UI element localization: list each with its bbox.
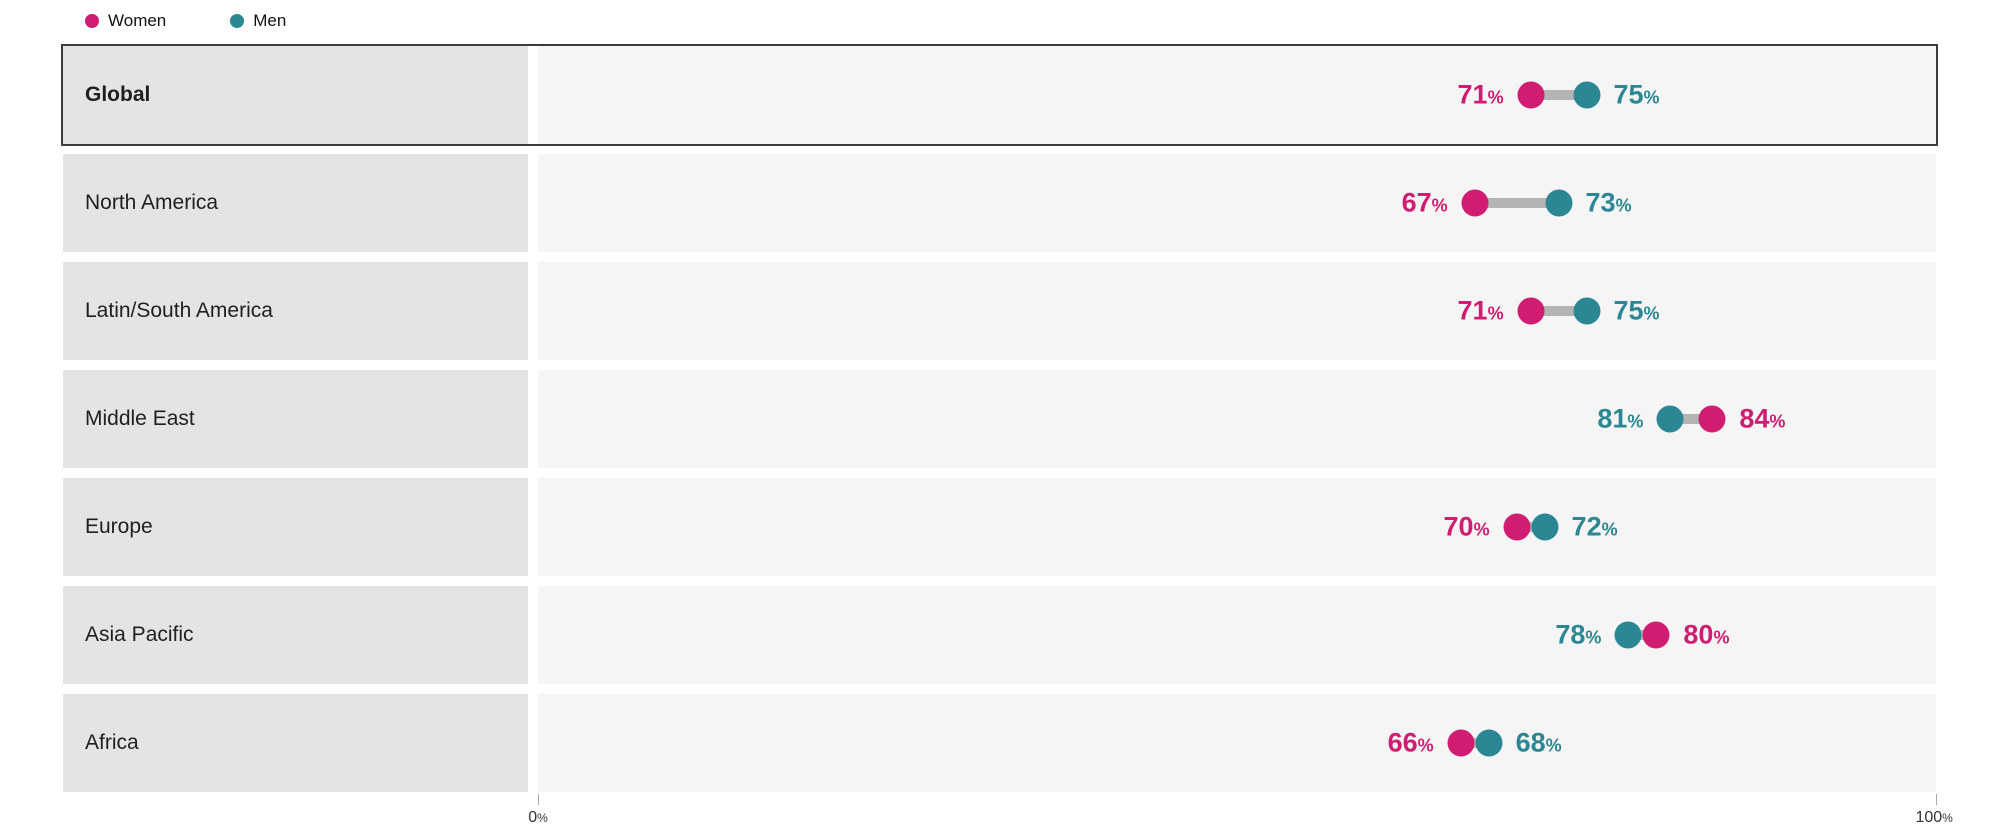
legend: Women Men bbox=[85, 9, 286, 33]
row-label-box: Europe bbox=[63, 478, 528, 576]
row-label-box: Global bbox=[63, 46, 528, 144]
row-plot-area: 71% 75% bbox=[538, 46, 1936, 144]
high-value-label: 68% bbox=[1515, 727, 1562, 758]
row-label-box: North America bbox=[63, 154, 528, 252]
dumbbell-chart: Global 71% 75% North America 67% 73% Lat… bbox=[61, 44, 1938, 792]
row-plot-area: 71% 75% bbox=[538, 262, 1936, 360]
row-label-box: Latin/South America bbox=[63, 262, 528, 360]
low-value-label: 70% bbox=[1443, 511, 1490, 542]
axis-track: 0% 100% bbox=[528, 794, 1953, 830]
row-label: Asia Pacific bbox=[85, 623, 194, 646]
dumbbell-connector bbox=[1670, 414, 1713, 424]
chart-row-north-america: North America 67% 73% bbox=[63, 154, 1936, 252]
row-label: Middle East bbox=[85, 407, 195, 430]
dumbbell-connector bbox=[1628, 630, 1657, 640]
dumbbell-connector bbox=[1460, 738, 1489, 748]
row-label-box: Africa bbox=[63, 694, 528, 792]
chart-row-global: Global 71% 75% bbox=[61, 44, 1938, 146]
chart-row-asia-pacific: Asia Pacific 78% 80% bbox=[63, 586, 1936, 684]
x-axis: 0% 100% bbox=[63, 794, 1953, 830]
row-label: Latin/South America bbox=[85, 299, 273, 322]
men-dot bbox=[1656, 405, 1684, 433]
dumbbell-connector bbox=[1516, 522, 1545, 532]
low-value-label: 66% bbox=[1387, 727, 1434, 758]
low-value-label: 81% bbox=[1597, 403, 1644, 434]
row-label: Africa bbox=[85, 731, 139, 754]
row-label: Europe bbox=[85, 515, 153, 538]
women-dot bbox=[1642, 621, 1670, 649]
men-dot bbox=[1531, 513, 1559, 541]
row-label-box: Middle East bbox=[63, 370, 528, 468]
dumbbell-connector bbox=[1530, 306, 1587, 316]
row-label-box: Asia Pacific bbox=[63, 586, 528, 684]
dumbbell-connector bbox=[1474, 198, 1559, 208]
chart-row-latin-south-america: Latin/South America 71% 75% bbox=[63, 262, 1936, 360]
low-value-label: 67% bbox=[1401, 187, 1448, 218]
low-value-label: 78% bbox=[1555, 619, 1602, 650]
men-dot bbox=[1475, 729, 1503, 757]
axis-tick-100 bbox=[1936, 794, 1937, 805]
row-plot-area: 78% 80% bbox=[538, 586, 1936, 684]
women-dot bbox=[1447, 729, 1475, 757]
high-value-label: 72% bbox=[1571, 511, 1618, 542]
dumbbell-connector bbox=[1530, 90, 1587, 100]
legend-label-women: Women bbox=[108, 11, 167, 30]
men-dot bbox=[1545, 189, 1573, 217]
low-value-label: 71% bbox=[1457, 295, 1504, 326]
women-dot bbox=[1698, 405, 1726, 433]
row-label: North America bbox=[85, 191, 219, 214]
men-dot bbox=[1573, 81, 1600, 109]
axis-spacer bbox=[63, 794, 528, 830]
row-plot-area: 70% 72% bbox=[538, 478, 1936, 576]
men-dot bbox=[1573, 297, 1600, 325]
women-dot bbox=[1503, 513, 1531, 541]
chart-row-europe: Europe 70% 72% bbox=[63, 478, 1936, 576]
axis-label-100: 100% bbox=[1915, 809, 1953, 826]
low-value-label: 71% bbox=[1457, 79, 1504, 110]
high-value-label: 73% bbox=[1585, 187, 1632, 218]
legend-item-women: Women bbox=[85, 11, 166, 31]
women-dot bbox=[1517, 81, 1545, 109]
women-legend-dot bbox=[85, 14, 99, 28]
high-value-label: 80% bbox=[1683, 619, 1730, 650]
row-plot-area: 67% 73% bbox=[538, 154, 1936, 252]
row-plot-area: 81% 84% bbox=[538, 370, 1936, 468]
chart-row-middle-east: Middle East 81% 84% bbox=[63, 370, 1936, 468]
legend-label-men: Men bbox=[253, 11, 287, 30]
row-plot-area: 66% 68% bbox=[538, 694, 1936, 792]
axis-tick-0 bbox=[538, 794, 539, 805]
men-dot bbox=[1614, 621, 1642, 649]
axis-label-0: 0% bbox=[528, 809, 548, 826]
row-label: Global bbox=[85, 83, 151, 106]
high-value-label: 75% bbox=[1613, 79, 1660, 110]
high-value-label: 75% bbox=[1613, 295, 1660, 326]
chart-row-africa: Africa 66% 68% bbox=[63, 694, 1936, 792]
high-value-label: 84% bbox=[1739, 403, 1786, 434]
women-dot bbox=[1461, 189, 1489, 217]
men-legend-dot bbox=[230, 14, 245, 28]
women-dot bbox=[1517, 297, 1545, 325]
legend-item-men: Men bbox=[230, 11, 286, 31]
